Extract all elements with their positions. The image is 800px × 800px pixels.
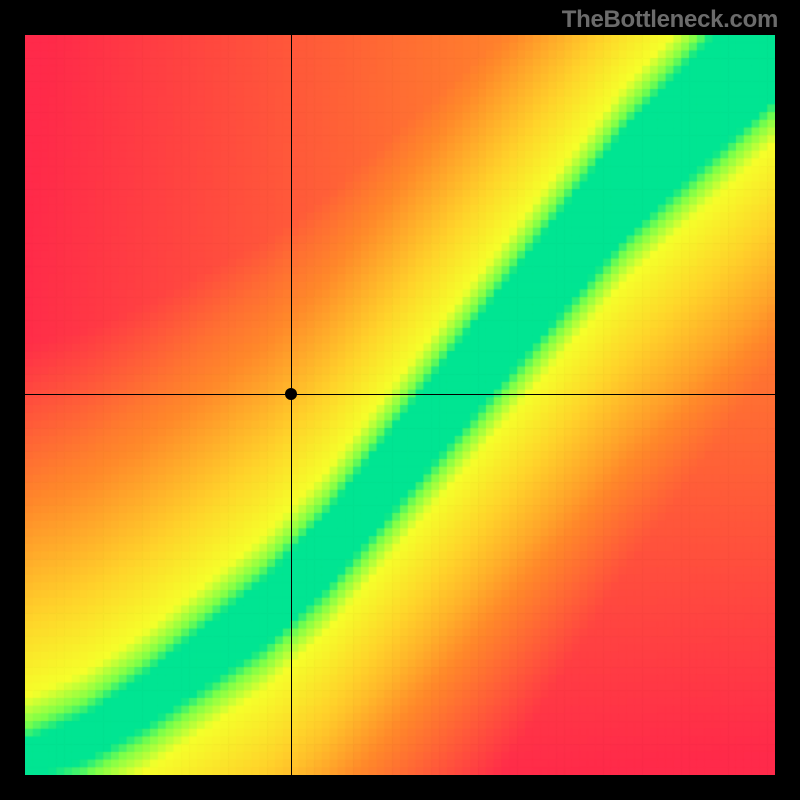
heatmap-canvas — [25, 35, 775, 775]
crosshair-vertical — [291, 35, 292, 775]
chart-frame: TheBottleneck.com — [0, 0, 800, 800]
heatmap-plot — [25, 35, 775, 775]
attribution-text: TheBottleneck.com — [562, 6, 778, 34]
crosshair-point-marker — [285, 388, 297, 400]
crosshair-horizontal — [25, 394, 775, 395]
